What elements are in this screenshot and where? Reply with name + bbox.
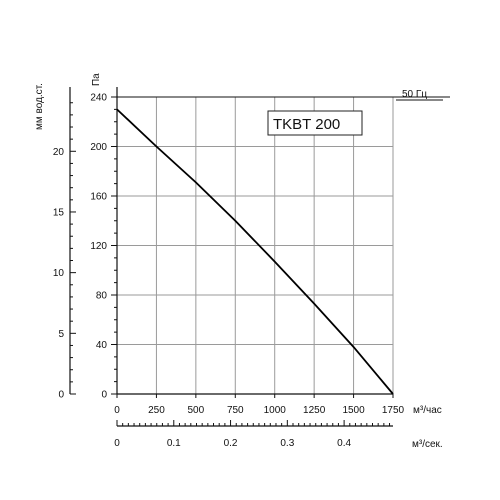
x-tick-label: 1250 bbox=[303, 405, 326, 416]
chart-title: TKBT 200 bbox=[273, 116, 340, 133]
y-tick-label: 160 bbox=[90, 192, 107, 203]
y2-tick-label: 5 bbox=[58, 329, 64, 340]
x2-tick-label: 0 bbox=[114, 438, 120, 449]
data-series bbox=[116, 108, 394, 395]
y2-tick-label: 20 bbox=[53, 147, 65, 158]
y-tick-label: 40 bbox=[96, 340, 108, 351]
x-tick-label: 1000 bbox=[264, 405, 287, 416]
y2-axis-label: мм вод.ст. bbox=[34, 83, 45, 130]
y-tick-label: 120 bbox=[90, 241, 107, 252]
x-tick-label: 250 bbox=[148, 405, 165, 416]
y2-tick-label: 15 bbox=[53, 207, 65, 218]
y2-tick-label: 0 bbox=[58, 390, 64, 401]
grid-lines bbox=[117, 96, 394, 394]
x2-tick-label: 0.3 bbox=[280, 438, 294, 449]
pressure-flow-curve bbox=[116, 108, 394, 395]
y-tick-label: 80 bbox=[96, 291, 108, 302]
chart-title-box bbox=[267, 110, 363, 136]
x2-tick-label: 0.2 bbox=[224, 438, 238, 449]
x-tick-label: 1750 bbox=[382, 405, 405, 416]
y-tick-label: 240 bbox=[90, 93, 107, 104]
x2-tick-label: 0.1 bbox=[167, 438, 181, 449]
x-axis-label: м³/час bbox=[413, 405, 442, 416]
x-tick-label: 1500 bbox=[342, 405, 365, 416]
y-tick-label: 200 bbox=[90, 142, 107, 153]
x2-tick-label: 0.4 bbox=[337, 438, 351, 449]
axes bbox=[69, 87, 450, 427]
x2-axis-label: м³/сек. bbox=[412, 439, 443, 450]
y2-tick-label: 10 bbox=[53, 268, 65, 279]
x-tick-label: 750 bbox=[227, 405, 244, 416]
x-tick-label: 500 bbox=[188, 405, 205, 416]
x-tick-label: 0 bbox=[114, 405, 120, 416]
y-tick-label: 0 bbox=[101, 390, 107, 401]
y-axis-label: Па bbox=[91, 73, 102, 86]
frequency-label: 50 Гц bbox=[402, 89, 427, 100]
